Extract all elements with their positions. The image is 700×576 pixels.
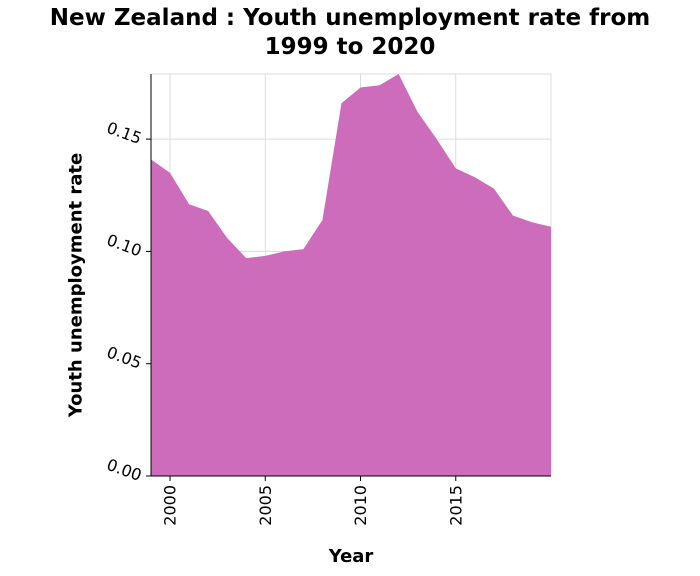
x-tick-label-2010: 2010 xyxy=(351,485,370,526)
x-tick-label-2000: 2000 xyxy=(161,485,180,526)
chart-title: New Zealand : Youth unemployment rate fr… xyxy=(0,4,700,62)
chart-title-line-2: 1999 to 2020 xyxy=(264,34,436,60)
y-tick-label-0.00: 0.00 xyxy=(104,455,144,485)
chart-title-line-1: New Zealand : Youth unemployment rate fr… xyxy=(49,5,651,31)
x-tick-label-2005: 2005 xyxy=(256,485,275,526)
y-tick-label-0.05: 0.05 xyxy=(104,343,144,373)
y-axis-label: Youth unemployment rate xyxy=(66,153,87,418)
y-tick-label-0.15: 0.15 xyxy=(104,118,144,148)
area-series-0 xyxy=(151,74,551,476)
series-layer xyxy=(150,73,552,476)
x-tick-label-2015: 2015 xyxy=(446,485,465,526)
x-axis-label: Year xyxy=(328,546,374,567)
y-tick-label-0.10: 0.10 xyxy=(104,230,144,260)
axes xyxy=(146,74,551,481)
